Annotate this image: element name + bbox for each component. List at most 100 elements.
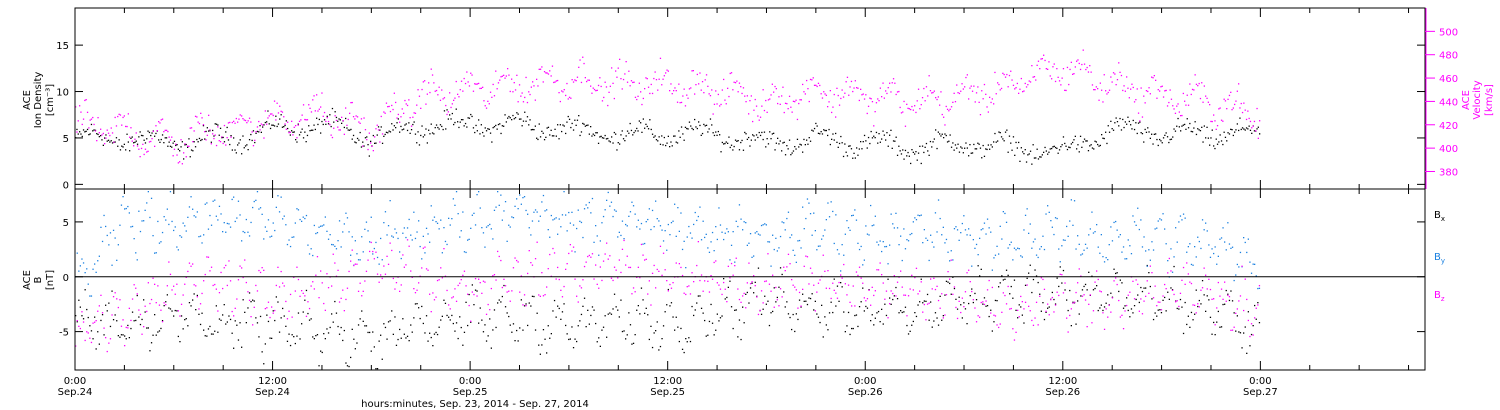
data-point <box>795 289 797 291</box>
data-point <box>105 337 107 339</box>
data-point <box>744 131 746 134</box>
data-point <box>1126 304 1128 307</box>
data-point <box>1248 125 1250 127</box>
data-point <box>485 130 488 132</box>
data-point <box>726 228 728 230</box>
data-point <box>830 201 832 203</box>
data-point <box>406 335 409 337</box>
data-point <box>607 313 609 315</box>
data-point <box>640 122 642 124</box>
data-point <box>233 120 235 122</box>
data-point <box>789 236 791 239</box>
data-point <box>498 255 500 258</box>
data-point <box>900 235 902 237</box>
data-point <box>208 130 210 132</box>
data-point <box>206 134 208 136</box>
data-point <box>634 130 637 132</box>
data-point <box>719 105 721 107</box>
data-point <box>520 95 522 97</box>
data-point <box>704 319 706 322</box>
data-point <box>892 223 894 225</box>
data-point <box>1157 301 1159 303</box>
data-point <box>363 145 365 147</box>
data-point <box>125 326 127 329</box>
data-point <box>79 306 81 308</box>
bottom-panel-frame <box>74 188 1426 371</box>
data-point <box>689 340 692 343</box>
data-point <box>914 217 916 219</box>
data-point <box>294 290 296 292</box>
data-point <box>1173 265 1175 268</box>
data-point <box>218 134 220 136</box>
data-point <box>385 102 388 104</box>
data-point <box>670 287 673 289</box>
data-point <box>1206 126 1208 128</box>
data-point <box>503 210 505 212</box>
data-point <box>1236 123 1238 125</box>
data-point <box>1152 249 1155 251</box>
data-point <box>127 324 129 327</box>
data-point <box>778 286 780 288</box>
data-point <box>1230 247 1232 249</box>
data-point <box>946 108 949 110</box>
data-point <box>1222 120 1224 122</box>
data-point <box>543 139 546 141</box>
data-point <box>341 116 343 118</box>
data-point <box>553 299 556 302</box>
data-point <box>591 135 593 137</box>
data-point <box>932 91 934 94</box>
data-point <box>1005 221 1008 223</box>
data-point <box>583 123 585 125</box>
data-point <box>80 111 82 113</box>
data-point <box>231 332 233 334</box>
data-point <box>663 136 665 139</box>
data-point <box>258 131 260 133</box>
data-point <box>490 287 492 290</box>
data-point <box>980 229 982 231</box>
data-point <box>1060 84 1062 86</box>
data-point <box>467 81 469 83</box>
data-point <box>566 82 568 85</box>
data-point <box>576 295 578 297</box>
data-point <box>998 253 1000 255</box>
data-point <box>1035 79 1037 81</box>
data-point <box>133 284 135 286</box>
velocity-label-name: Velocity <box>1472 80 1483 119</box>
data-point <box>989 148 991 150</box>
data-point <box>998 131 1000 133</box>
data-point <box>86 111 89 113</box>
data-point <box>705 233 707 235</box>
data-point <box>689 293 692 295</box>
data-point <box>767 99 770 101</box>
data-point <box>476 295 478 297</box>
data-point <box>307 312 309 315</box>
data-point <box>763 131 766 133</box>
data-point <box>974 307 976 309</box>
data-point <box>329 123 331 126</box>
data-point <box>289 134 291 136</box>
data-point <box>365 270 368 272</box>
data-point <box>694 93 696 95</box>
data-point <box>492 275 494 277</box>
data-point <box>903 294 905 296</box>
data-point <box>681 348 684 350</box>
data-point <box>1107 294 1109 296</box>
data-point <box>1186 323 1188 326</box>
data-point <box>1018 248 1020 250</box>
data-point <box>523 305 526 307</box>
data-point <box>345 362 347 364</box>
data-point <box>1130 124 1132 126</box>
data-point <box>672 316 674 318</box>
data-point <box>685 293 687 296</box>
data-point <box>221 137 223 139</box>
data-point <box>442 128 444 131</box>
data-point <box>550 333 552 335</box>
data-point <box>586 124 588 127</box>
data-point <box>896 227 899 229</box>
data-point <box>806 303 809 306</box>
data-point <box>392 129 394 131</box>
data-point <box>572 129 575 131</box>
data-point <box>1133 298 1136 300</box>
data-point <box>101 312 104 314</box>
data-point <box>306 134 309 137</box>
